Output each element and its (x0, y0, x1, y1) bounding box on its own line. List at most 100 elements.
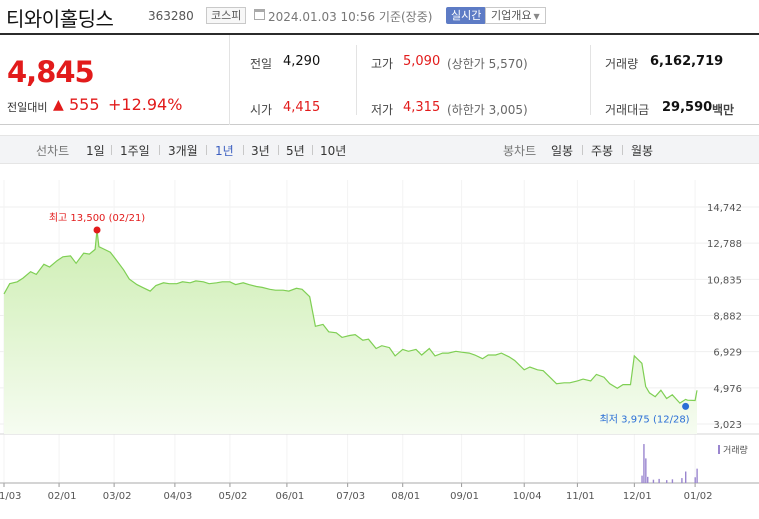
price-area (3, 229, 698, 434)
price-area-fill (4, 230, 697, 434)
company-info-button[interactable]: 기업개요 ▼ (485, 7, 546, 24)
tab-weekly-candle[interactable]: 주봉 (591, 144, 614, 158)
volume-bar (696, 468, 698, 483)
volume-label: 거래량 (605, 57, 639, 71)
y-tick-label: 10,835 (707, 275, 742, 286)
price-summary: 4,845 전일대비 ▲ 555 +12.94% 전일 4,290 시가 4,4… (0, 33, 759, 125)
tab-3-year[interactable]: 3년 (251, 144, 270, 158)
change-value: 555 (69, 95, 100, 114)
prev-close-label: 전일 (250, 57, 273, 71)
caret-down-icon: ▼ (533, 12, 540, 21)
y-tick-label: 8,882 (713, 312, 742, 323)
tab-1-week[interactable]: 1주일 (120, 144, 150, 158)
divider (356, 45, 357, 115)
x-tick-label: 01/03 (0, 491, 21, 502)
y-tick-label: 6,929 (713, 348, 742, 359)
divider (582, 145, 583, 155)
open-value: 4,415 (283, 100, 321, 115)
up-arrow-icon: ▲ (53, 97, 64, 113)
candle-chart-label: 봉차트 (503, 144, 537, 158)
volume-bar (694, 477, 696, 483)
high-label: 최고 13,500 (02/21) (49, 212, 145, 224)
amount-unit: 백만 (712, 103, 735, 117)
y-tick-label: 3,023 (713, 420, 742, 431)
tab-monthly-candle[interactable]: 월봉 (631, 144, 654, 158)
volume-legend-label: 거래량 (723, 444, 748, 456)
price-chart[interactable]: 14,742 12,788 10,835 8,882 6,929 4,976 3,023 0… (0, 180, 759, 519)
volume-bar (647, 476, 649, 483)
divider (278, 145, 279, 155)
lower-limit: (하한가 3,005) (447, 103, 528, 117)
x-tick-label: 05/02 (219, 491, 248, 502)
low-value: 4,315 (403, 100, 441, 115)
company-info-label: 기업개요 (491, 9, 532, 22)
low-marker (682, 402, 690, 410)
volume-bars: 거래량 (641, 444, 748, 483)
x-tick-label: 04/03 (163, 491, 192, 502)
low-label: 최저 3,975 (12/28) (600, 413, 690, 425)
x-tick-label: 06/01 (275, 491, 304, 502)
x-tick-label: 12/01 (623, 491, 652, 502)
volume-bar (643, 444, 645, 483)
volume-bar (671, 479, 674, 483)
x-tick-label: 01/02 (684, 491, 713, 502)
change-percent: +12.94% (108, 95, 183, 114)
high-label: 고가 (371, 57, 394, 71)
x-tick-label: 10/04 (513, 491, 542, 502)
volume-legend-swatch (718, 445, 720, 454)
x-axis: 01/03 02/01 03/02 04/03 05/02 06/01 07/03 08/01… (0, 482, 759, 502)
amount-label: 거래대금 (605, 103, 650, 117)
annotations: 최고 13,500 (02/21) 최저 3,975 (12/28) (49, 212, 690, 425)
current-price-panel: 4,845 전일대비 ▲ 555 +12.94% (0, 35, 230, 125)
tab-10-year[interactable]: 10년 (320, 144, 347, 158)
high-value: 5,090 (403, 54, 441, 69)
tab-1-year[interactable]: 1년 (215, 144, 234, 158)
divider (590, 45, 591, 115)
divider (622, 145, 623, 155)
volume-bar (685, 471, 687, 483)
y-tick-label: 14,742 (707, 203, 742, 214)
volume-bar (645, 458, 647, 483)
stock-code: 363280 (148, 9, 194, 23)
volume-bar (681, 478, 683, 483)
x-tick-label: 02/01 (48, 491, 77, 502)
divider (206, 145, 207, 155)
tab-5-year[interactable]: 5년 (286, 144, 305, 158)
tab-daily-candle[interactable]: 일봉 (551, 144, 574, 158)
amount-value: 29,590 (662, 100, 713, 115)
divider (111, 145, 112, 155)
high-marker (93, 226, 101, 234)
change-label: 전일대비 (7, 101, 48, 114)
timestamp: 2024.01.03 10:56 기준(장중) (268, 10, 433, 24)
x-tick-label: 08/01 (391, 491, 420, 502)
current-price: 4,845 (7, 55, 95, 89)
line-chart-label: 선차트 (36, 144, 70, 158)
divider (312, 145, 313, 155)
x-tick-label: 07/03 (336, 491, 365, 502)
volume-bar (652, 479, 655, 483)
x-tick-label: 09/01 (450, 491, 479, 502)
volume-value: 6,162,719 (650, 54, 724, 69)
volume-bar (666, 480, 668, 483)
y-tick-label: 12,788 (707, 239, 742, 250)
tab-3-month[interactable]: 3개월 (168, 144, 198, 158)
upper-limit: (상한가 5,570) (447, 57, 528, 71)
stock-name: 티와이홀딩스 (6, 7, 114, 31)
x-tick-label: 03/02 (103, 491, 132, 502)
x-tick-label: 11/01 (566, 491, 595, 502)
market-badge: 코스피 (206, 7, 247, 24)
calendar-icon (254, 9, 265, 20)
open-label: 시가 (250, 103, 273, 117)
prev-close-value: 4,290 (283, 54, 321, 69)
divider (243, 145, 244, 155)
volume-bar (641, 475, 643, 483)
y-tick-label: 4,976 (713, 384, 742, 395)
y-axis: 14,742 12,788 10,835 8,882 6,929 4,976 3,023 (707, 203, 742, 431)
divider (159, 145, 160, 155)
chart-period-tabs: 선차트 1일 1주일 3개월 1년 3년 5년 10년 봉차트 일봉 주봉 월봉 (0, 135, 759, 164)
stock-header: 티와이홀딩스 363280 코스피 2024.01.03 10:56 기준(장중… (0, 0, 759, 32)
tab-1-day[interactable]: 1일 (86, 144, 105, 158)
price-line (3, 229, 698, 404)
low-label: 저가 (371, 103, 394, 117)
realtime-button[interactable]: 실시간 (446, 7, 487, 24)
